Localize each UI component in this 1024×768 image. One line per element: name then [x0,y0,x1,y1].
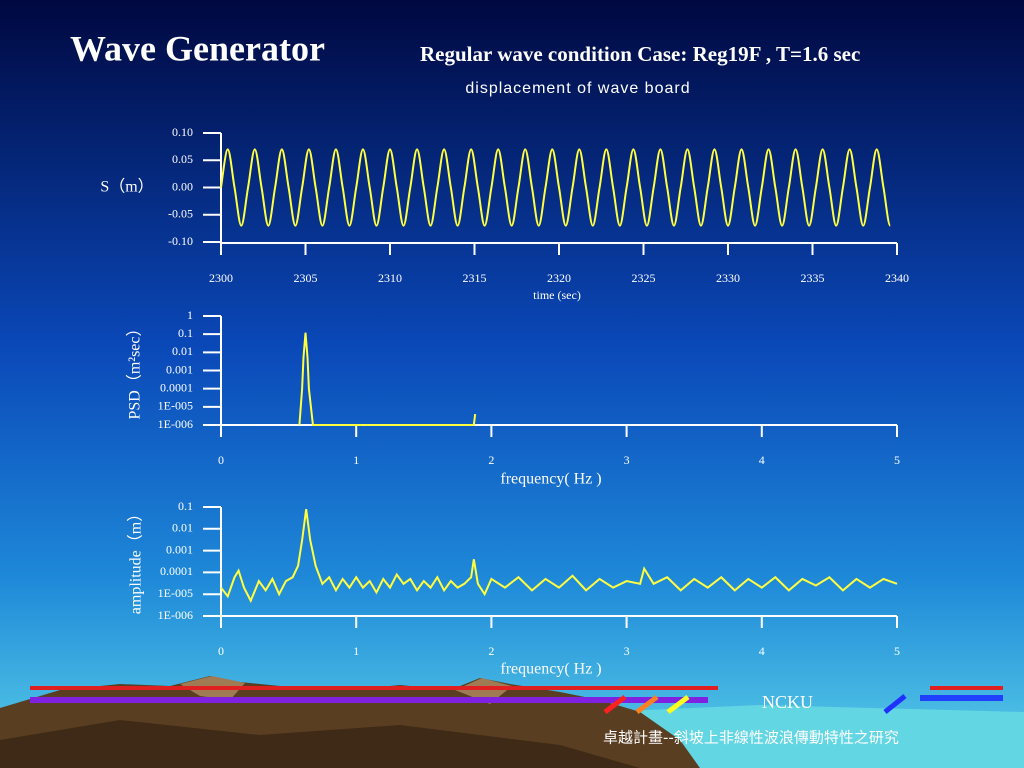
x-tick-label: 2 [488,644,494,658]
y-tick-label: 0.1 [178,326,193,340]
x-tick-label: 5 [894,453,900,467]
y-tick-label: 1 [187,308,193,322]
x-tick-label: 4 [759,644,765,658]
x-tick-label: 2 [488,453,494,467]
x-tick-label: 3 [624,453,630,467]
x-tick-label: 2335 [801,271,825,285]
chart-title: displacement of wave board [465,80,690,97]
y-tick-label: 0.10 [172,125,193,139]
x-tick-label: 3 [624,644,630,658]
y-tick-label: 0.01 [172,521,193,535]
y-tick-label: -0.10 [168,234,193,248]
project: 卓越計畫--斜坡上非線性波浪傳動特性之研究 [603,729,899,747]
x-tick-label: 4 [759,453,765,467]
y-tick-label: 0.05 [172,152,193,166]
x-tick-label: 0 [218,644,224,658]
data-line [220,148,892,227]
x-tick-label: 1 [353,644,359,658]
x-tick-label: 2300 [209,271,233,285]
x-tick-label: 0 [218,453,224,467]
x-tick-label: 2340 [885,271,909,285]
foreground [0,720,640,768]
x-tick-label: 2320 [547,271,571,285]
y-tick-label: 0.01 [172,344,193,358]
x-tick-label: 2330 [716,271,740,285]
data-line [220,508,898,604]
data-line [298,332,477,426]
title: Wave Generator [70,28,325,68]
y-tick-label: 0.0001 [160,564,193,578]
deco-slash [883,694,907,714]
org: NCKU [762,692,813,712]
y-axis-title: S（m） [100,178,153,196]
y-tick-label: 0.001 [166,542,193,556]
x-axis-title: frequency( Hz ) [500,471,601,488]
subtitle: Regular wave condition Case: Reg19F , T=… [420,42,860,66]
y-tick-label: -0.05 [168,207,193,221]
deco-slash [603,695,627,714]
deco-slash [666,695,690,714]
x-axis-title: time (sec) [533,288,581,302]
y-tick-label: 1E-006 [158,608,193,622]
y-tick-label: 1E-005 [158,586,193,600]
y-axis-title: PSD（m²sec） [126,320,144,419]
x-tick-label: 2325 [632,271,656,285]
x-tick-label: 2315 [463,271,487,285]
y-tick-label: 0.00 [172,179,193,193]
x-axis-title: frequency( Hz ) [500,661,601,678]
y-tick-label: 0.001 [166,362,193,376]
y-axis-title: amplitude（m） [127,506,145,614]
y-tick-label: 0.1 [178,499,193,513]
y-tick-label: 1E-006 [158,417,193,431]
y-tick-label: 1E-005 [158,399,193,413]
x-tick-label: 2305 [294,271,318,285]
x-tick-label: 5 [894,644,900,658]
x-tick-label: 1 [353,453,359,467]
deco-slash [635,695,659,714]
x-tick-label: 2310 [378,271,402,285]
y-tick-label: 0.0001 [160,380,193,394]
